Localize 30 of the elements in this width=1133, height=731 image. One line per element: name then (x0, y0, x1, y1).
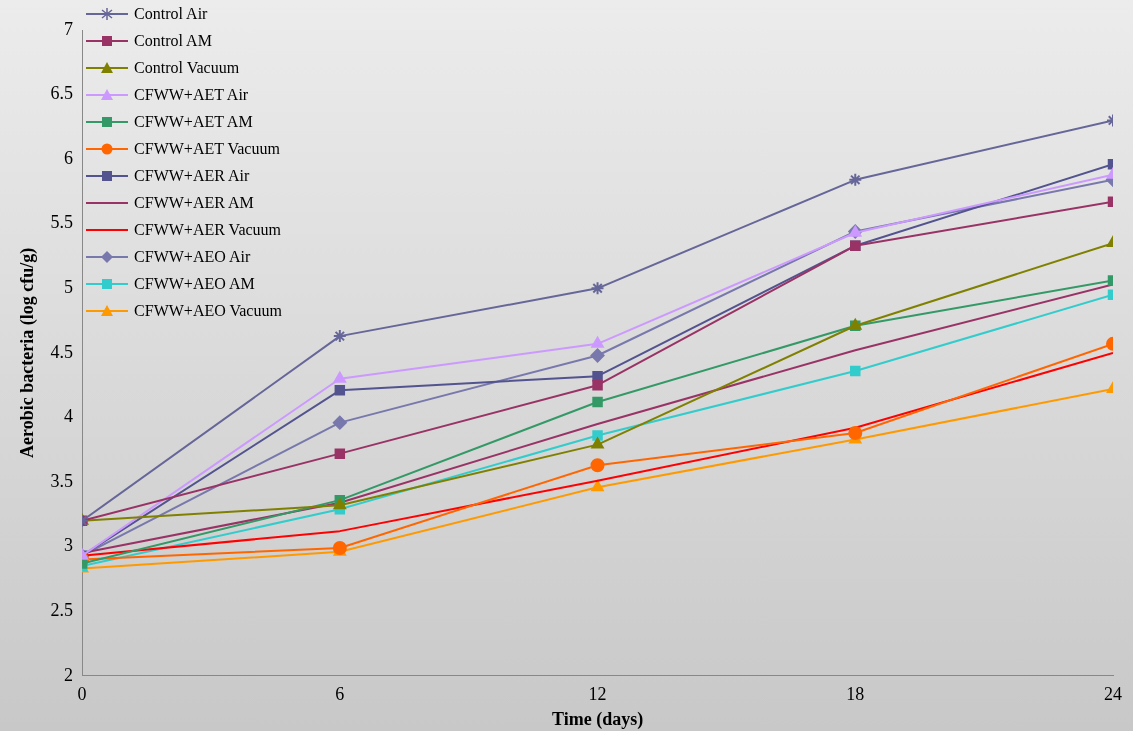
y-tick-label: 5.5 (50, 212, 74, 233)
y-tick-label: 6 (64, 147, 74, 168)
y-tick-label: 2.5 (50, 599, 74, 620)
legend-label: CFWW+AEO AM (134, 274, 255, 294)
y-tick-label: 3 (64, 535, 74, 556)
legend-label: CFWW+AER Air (134, 166, 250, 186)
legend-label: CFWW+AER AM (134, 193, 254, 213)
legend-label: CFWW+AEO Air (134, 247, 251, 267)
legend-label: Control AM (134, 31, 212, 51)
legend-label: Control Vacuum (134, 58, 240, 78)
x-tick-label: 18 (846, 684, 865, 705)
y-tick-label: 4 (64, 406, 74, 427)
x-tick-label: 6 (335, 684, 345, 705)
y-tick-label: 6.5 (50, 83, 74, 104)
x-tick-label: 0 (77, 684, 87, 705)
x-axis-title: Time (days) (551, 708, 644, 730)
legend-label: CFWW+AER Vacuum (134, 220, 282, 240)
legend-label: CFWW+AET AM (134, 112, 253, 132)
legend-label: CFWW+AEO Vacuum (134, 301, 282, 321)
x-tick-label: 24 (1104, 684, 1122, 705)
y-tick-label: 5 (64, 277, 74, 298)
y-axis-title: Aerobic bacteria (log cfu/g) (17, 247, 39, 458)
legend-label: CFWW+AET Air (134, 85, 249, 105)
y-tick-label: 2 (64, 664, 74, 685)
y-tick-label: 7 (64, 18, 74, 39)
legend-label: Control Air (134, 4, 208, 24)
y-tick-label: 4.5 (50, 341, 74, 362)
legend-label: CFWW+AET Vacuum (134, 139, 280, 159)
x-tick-label: 12 (588, 684, 607, 705)
y-tick-label: 3.5 (50, 470, 74, 491)
